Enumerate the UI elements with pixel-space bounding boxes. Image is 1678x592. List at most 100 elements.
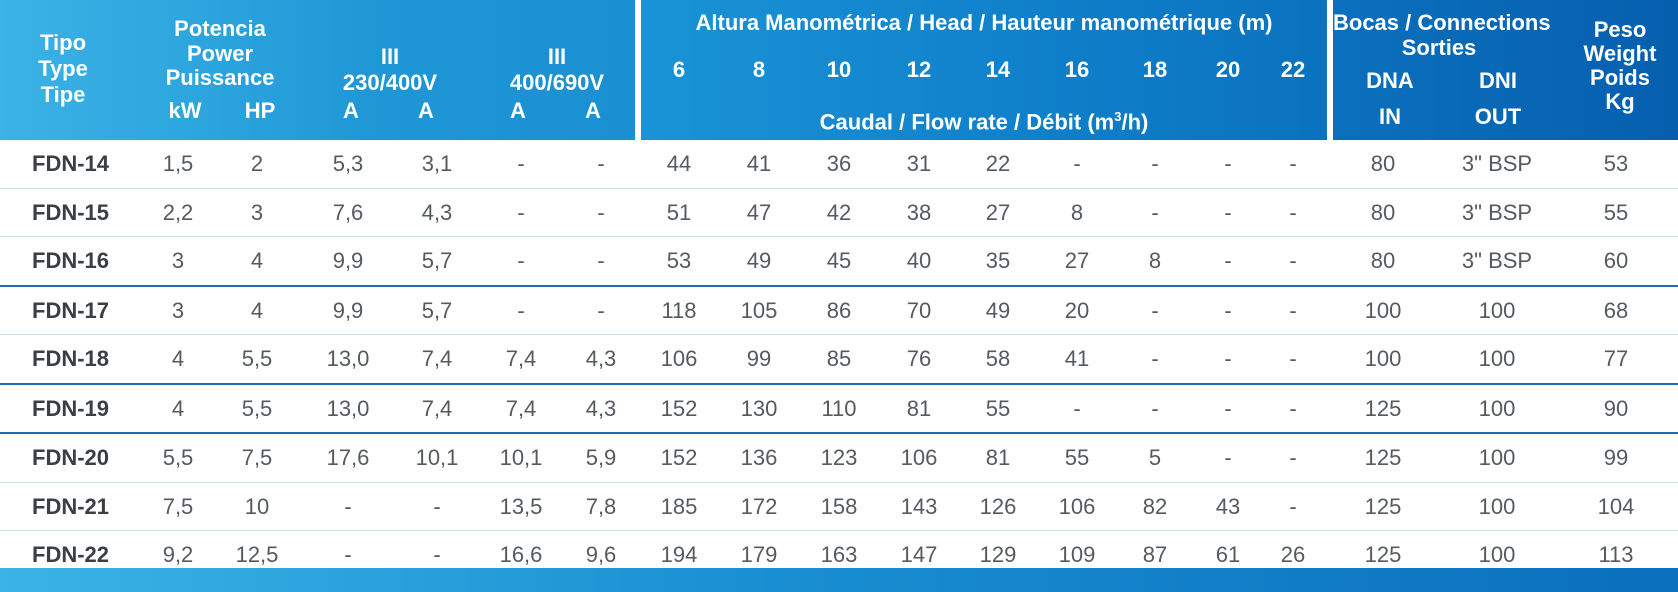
caudal-prefix: Caudal / Flow rate / Débit (m [819,109,1115,135]
cell-flow: 27 [1064,248,1090,273]
header-bocas-line2: Sorties [1401,35,1477,60]
cell-flow: 49 [746,248,772,273]
cell-flow: 41 [746,151,772,176]
cell-400-amp: 5,7 [421,297,453,323]
cell-b690-amp: 7,8 [585,493,617,519]
cell-flow: 106 [660,346,698,371]
table-row: FDN-19 4 5,5 13,0 7,4 7,4 4,3 152 130 110 81 55 - - - -… [0,385,1678,434]
cell-400-amp: 7,4 [421,346,453,371]
header-peso-es: Peso [1593,17,1647,42]
header-peso-unit: Kg [1605,89,1635,114]
header-out: OUT [1474,104,1522,129]
cell-dni: 100 [1478,542,1516,567]
cell-400-amp: - [433,493,441,519]
header-230-amp: A [343,98,359,123]
cell-flow: 130 [740,395,778,421]
cell-flow: 43 [1215,493,1241,519]
cell-230-amp: - [344,542,352,567]
cell-flow: - [1073,151,1081,176]
cell-flow: 143 [900,493,938,519]
cell-b690-amp: 9,6 [585,542,617,567]
cell-flow: - [1224,248,1232,273]
cell-kw: 3 [171,248,185,273]
cell-flow: 36 [826,151,852,176]
cell-flow: - [1224,199,1232,225]
cell-flow: - [1289,199,1297,225]
cell-flow: 179 [740,542,778,567]
cell-hp: 7,5 [241,445,273,470]
cell-weight: 113 [1598,542,1634,567]
cell-hp: 3 [250,199,264,225]
header-peso-en: Weight [1583,41,1657,66]
cell-flow: 87 [1142,542,1168,567]
header-divider [1327,0,1333,140]
cell-kw: 4 [171,395,185,421]
cell-230-amp: 9,9 [332,248,364,273]
cell-flow: 45 [826,248,852,273]
cell-flow: - [1289,493,1297,519]
cell-flow: 129 [979,542,1017,567]
cell-flow: 147 [900,542,938,567]
header-b690-amp: A [585,98,601,123]
cell-flow: - [1224,346,1232,371]
cell-flow: - [1289,297,1297,323]
cell-hp: 2 [250,151,264,176]
cell-b690-amp: - [597,297,605,323]
cell-flow: - [1224,151,1232,176]
cell-b690-amp: - [597,199,605,225]
cell-flow: 22 [985,151,1011,176]
cell-b400-amp: 7,4 [505,395,537,421]
cell-kw: 4 [171,346,185,371]
cell-model: FDN-15 [32,199,110,225]
cell-flow: 76 [906,346,932,371]
cell-230-amp: 7,6 [332,199,364,225]
cell-flow: 163 [820,542,858,567]
cell-weight: 99 [1603,445,1629,470]
cell-hp: 5,5 [241,346,273,371]
header-230-phase: III [380,44,400,69]
cell-weight: 68 [1603,297,1629,323]
cell-model: FDN-16 [32,248,110,273]
cell-400-amp: 5,7 [421,248,453,273]
header-caudal: Caudal / Flow rate / Débit (m3/h) [641,104,1327,135]
cell-flow: 85 [826,346,852,371]
header-hp: HP [244,98,276,123]
cell-model: FDN-19 [32,395,110,421]
cell-dni: 100 [1478,395,1516,421]
cell-400-amp: 10,1 [415,445,459,470]
cell-flow: 106 [900,445,938,470]
cell-230-amp: - [344,493,352,519]
cell-model: FDN-20 [32,445,110,470]
cell-flow: 152 [660,445,698,470]
cell-b400-amp: 13,5 [499,493,543,519]
cell-b400-amp: 10,1 [499,445,543,470]
cell-kw: 5,5 [162,445,194,470]
cell-230-amp: 17,6 [326,445,370,470]
cell-flow: 40 [906,248,932,273]
cell-230-amp: 13,0 [326,346,370,371]
cell-400-amp: 4,3 [421,199,453,225]
cell-flow: 136 [740,445,778,470]
cell-flow: 58 [985,346,1011,371]
cell-flow: 99 [746,346,772,371]
header-potencia-fr: Puissance [165,65,275,90]
cell-flow: - [1151,151,1159,176]
cell-flow: 70 [906,297,932,323]
cell-dni: 100 [1478,346,1516,371]
cell-flow: 31 [906,151,932,176]
cell-flow: 123 [820,445,858,470]
cell-dna: 100 [1364,297,1402,323]
header-head-value: 8 [752,57,766,82]
caudal-sup: 3 [1114,109,1122,124]
cell-model: FDN-22 [32,542,110,567]
cell-flow: - [1289,248,1297,273]
cell-weight: 104 [1597,493,1635,519]
cell-flow: 20 [1064,297,1090,323]
cell-flow: 106 [1058,493,1096,519]
cell-flow: - [1151,199,1159,225]
cell-flow: 55 [1064,445,1090,470]
cell-flow: 49 [985,297,1011,323]
cell-b690-amp: 5,9 [585,445,617,470]
cell-flow: - [1289,346,1297,371]
cell-flow: 8 [1148,248,1162,273]
